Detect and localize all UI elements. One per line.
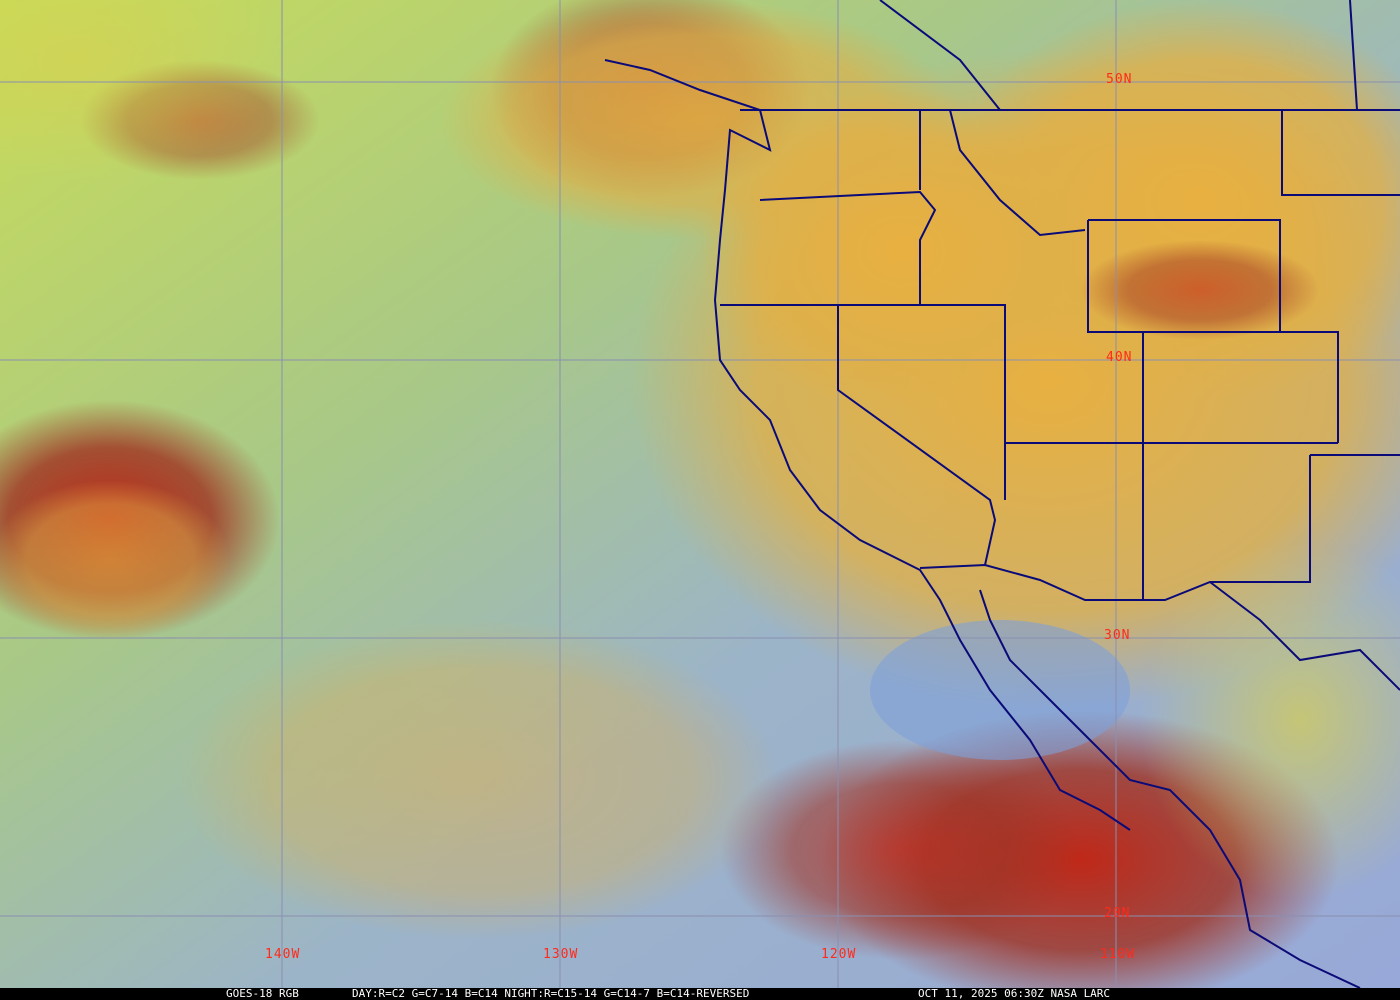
longitude-label-110w: 110W — [1100, 947, 1136, 962]
political-boundaries — [604, 0, 1400, 988]
longitude-label-140w: 140W — [265, 947, 301, 962]
caption-recipe: DAY:R=C2 G=C7-14 B=C14 NIGHT:R=C15-14 G=… — [352, 987, 750, 1000]
longitude-label-130w: 130W — [543, 947, 579, 962]
latitude-label-50n: 50N — [1106, 72, 1133, 87]
latitude-label-20n: 20N — [1104, 906, 1131, 921]
longitude-label-120w: 120W — [821, 947, 857, 962]
caption-timestamp: OCT 11, 2025 06:30Z NASA LARC — [918, 987, 1111, 1000]
caption-bar: GOES-18 RGB DAY:R=C2 G=C7-14 B=C14 NIGHT… — [0, 988, 1400, 1000]
caption-satellite: GOES-18 RGB — [226, 987, 299, 1000]
latitude-label-30n: 30N — [1104, 628, 1131, 643]
latitude-label-40n: 40N — [1106, 350, 1133, 365]
